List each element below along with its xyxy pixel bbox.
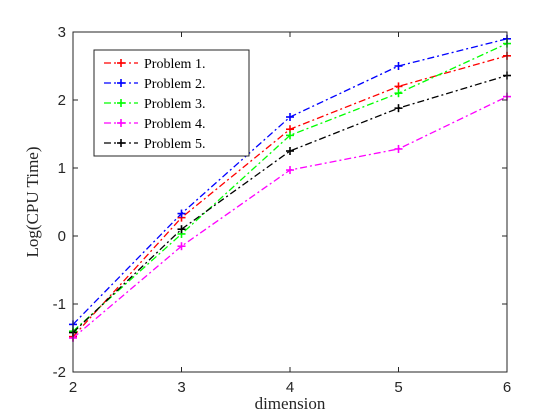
y-tick-label: 3 [58,24,66,41]
y-tick-label: -1 [53,296,66,313]
x-tick-label: 6 [503,379,511,396]
legend-entry: Problem 2. [104,77,205,92]
axis-ticks: 2 3 4 5 6 -2 -1 0 1 2 3 [53,24,512,396]
x-axis-label: dimension [255,394,326,413]
y-tick-label: 0 [58,228,66,245]
legend-label: Problem 5. [144,137,205,152]
legend-label: Problem 2. [144,77,205,92]
y-tick-label: -2 [53,364,66,381]
legend-entry: Problem 1. [104,57,205,72]
series-line [72,74,508,334]
y-tick-label: 2 [58,92,66,109]
legend-entry: Problem 4. [104,117,205,132]
legend: Problem 1. Problem 2. Problem 3. Problem 4.… [93,49,250,157]
legend-label: Problem 3. [144,97,205,112]
x-tick-label: 2 [69,379,77,396]
legend-entry: Problem 5. [104,137,205,152]
legend-label: Problem 4. [144,117,205,132]
x-tick-label: 3 [177,379,185,396]
legend-label: Problem 1. [144,57,205,72]
x-tick-label: 5 [394,379,402,396]
y-axis-label: Log(CPU Time) [23,147,42,258]
y-tick-label: 1 [58,160,66,177]
legend-entry: Problem 3. [104,97,205,112]
x-tick-label: 4 [286,379,294,396]
